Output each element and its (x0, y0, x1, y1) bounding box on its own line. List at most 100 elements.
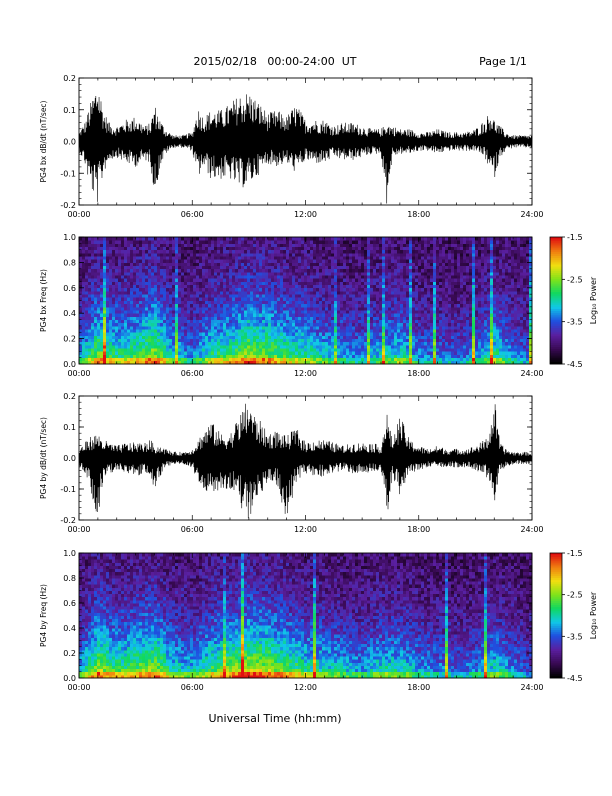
heatmap-cell (229, 256, 232, 260)
heatmap-cell (268, 316, 271, 320)
heatmap-cell (151, 285, 154, 289)
heatmap-cell (250, 323, 253, 327)
heatmap-cell (346, 329, 349, 333)
heatmap-cell (133, 358, 136, 362)
heatmap-cell (340, 326, 343, 330)
heatmap-cell (259, 301, 262, 305)
heatmap-cell (235, 316, 238, 320)
heatmap-cell (427, 335, 430, 339)
heatmap-cell (253, 335, 256, 339)
heatmap-cell (439, 339, 442, 343)
heatmap-cell (268, 247, 271, 251)
heatmap-cell (121, 269, 124, 273)
heatmap-cell (373, 266, 376, 270)
heatmap-cell (223, 348, 226, 352)
heatmap-cell (310, 259, 313, 263)
heatmap-cell (340, 250, 343, 254)
heatmap-cell (205, 313, 208, 317)
heatmap-cell (100, 237, 103, 241)
heatmap-cell (424, 329, 427, 333)
heatmap-cell (100, 266, 103, 270)
heatmap-cell (253, 240, 256, 244)
heatmap-cell (127, 342, 130, 346)
heatmap-cell (124, 332, 127, 336)
heatmap-cell (304, 316, 307, 320)
heatmap-cell (91, 275, 94, 279)
heatmap-cell (265, 345, 268, 349)
heatmap-cell (319, 259, 322, 263)
heatmap-cell (205, 272, 208, 276)
heatmap-cell (292, 345, 295, 349)
heatmap-cell (355, 354, 358, 358)
heatmap-cell (418, 253, 421, 257)
heatmap-cell (304, 247, 307, 251)
heatmap-cell (397, 262, 400, 266)
heatmap-cell (139, 285, 142, 289)
heatmap-cell (190, 335, 193, 339)
heatmap-cell (268, 278, 271, 282)
heatmap-cell (100, 313, 103, 317)
heatmap-cell (265, 329, 268, 333)
heatmap-cell (169, 307, 172, 311)
heatmap-cell (355, 329, 358, 333)
heatmap-cell (364, 304, 367, 308)
heatmap-cell (352, 237, 355, 241)
heatmap-cell (376, 250, 379, 254)
heatmap-cell (226, 313, 229, 317)
heatmap-cell (283, 250, 286, 254)
heatmap-cell (172, 316, 175, 320)
heatmap-cell (256, 243, 259, 247)
heatmap-cell (271, 320, 274, 324)
heatmap-cell (88, 310, 91, 314)
heatmap-cell (280, 354, 283, 358)
heatmap-cell (220, 243, 223, 247)
heatmap-cell (100, 351, 103, 355)
heatmap-cell (337, 301, 340, 305)
heatmap-cell (388, 278, 391, 282)
heatmap-cell (184, 354, 187, 358)
heatmap-cell (379, 240, 382, 244)
heatmap-cell (433, 291, 436, 295)
heatmap-cell (91, 294, 94, 298)
heatmap-cell (154, 351, 157, 355)
heatmap-cell (115, 348, 118, 352)
heatmap-cell (379, 281, 382, 285)
heatmap-cell (103, 342, 106, 346)
heatmap-cell (223, 323, 226, 327)
heatmap-cell (367, 291, 370, 295)
heatmap-cell (232, 313, 235, 317)
heatmap-cell (292, 266, 295, 270)
heatmap-cell (292, 281, 295, 285)
heatmap-cell (163, 291, 166, 295)
heatmap-cell (280, 297, 283, 301)
heatmap-cell (256, 358, 259, 362)
heatmap-cell (124, 316, 127, 320)
heatmap-cell (412, 269, 415, 273)
heatmap-cell (295, 243, 298, 247)
x-tick-label: 18:00 (407, 210, 430, 219)
heatmap-cell (148, 294, 151, 298)
heatmap-cell (382, 247, 385, 251)
heatmap-cell (340, 294, 343, 298)
heatmap-cell (118, 348, 121, 352)
heatmap-cell (442, 339, 445, 343)
heatmap-cell (100, 323, 103, 327)
heatmap-cell (109, 358, 112, 362)
heatmap-cell (244, 288, 247, 292)
heatmap-cell (334, 354, 337, 358)
heatmap-cell (106, 247, 109, 251)
heatmap-cell (340, 253, 343, 257)
heatmap-cell (241, 326, 244, 330)
heatmap-cell (250, 294, 253, 298)
heatmap-cell (271, 262, 274, 266)
heatmap-cell (334, 304, 337, 308)
heatmap-cell (397, 313, 400, 317)
heatmap-cell (121, 294, 124, 298)
heatmap-cell (226, 247, 229, 251)
heatmap-cell (208, 281, 211, 285)
heatmap-cell (217, 348, 220, 352)
heatmap-cell (346, 288, 349, 292)
heatmap-cell (103, 253, 106, 257)
heatmap-cell (172, 285, 175, 289)
heatmap-cell (427, 304, 430, 308)
